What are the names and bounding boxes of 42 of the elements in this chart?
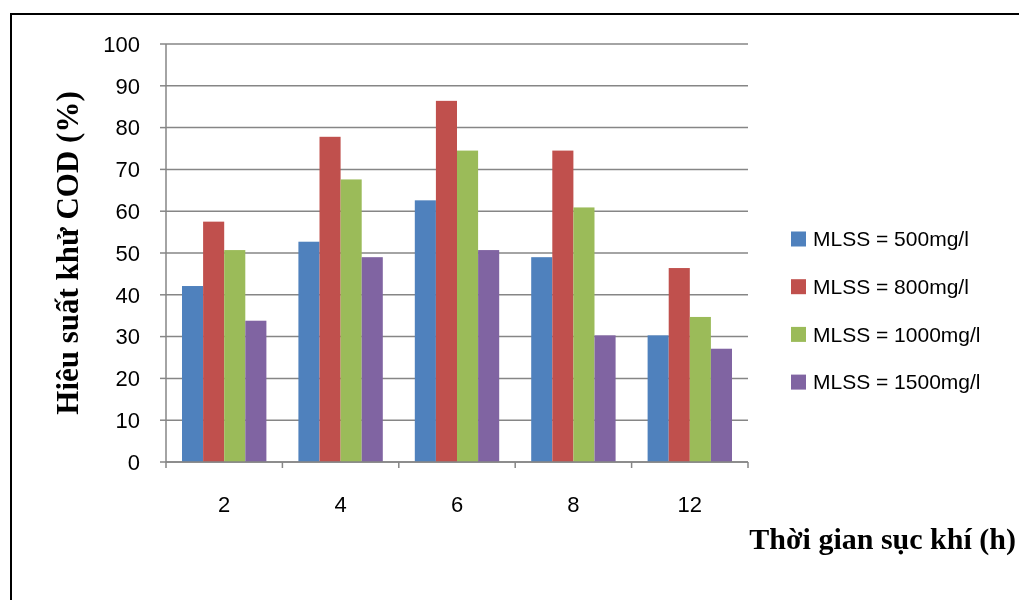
y-tick-label: 30	[115, 324, 140, 350]
x-axis-title: Thời gian sục khí (h)	[749, 522, 1016, 556]
legend-label: MLSS = 1500mg/l	[813, 370, 981, 394]
x-tick-label: 4	[334, 491, 347, 517]
bar	[689, 316, 711, 462]
bar	[182, 286, 204, 462]
x-tick-label: 8	[567, 491, 580, 517]
bar	[647, 335, 669, 462]
bar	[414, 200, 436, 462]
legend-label: MLSS = 500mg/l	[813, 227, 969, 251]
bar	[710, 348, 732, 462]
bar	[224, 250, 246, 462]
y-tick-label: 100	[103, 31, 140, 57]
bar	[594, 335, 616, 462]
y-tick-label: 90	[115, 73, 140, 99]
y-tick-label: 70	[115, 157, 140, 183]
x-tick-label: 2	[218, 491, 231, 517]
y-tick-label: 40	[115, 282, 140, 308]
legend-label: MLSS = 1000mg/l	[813, 322, 981, 346]
bar	[457, 150, 479, 462]
x-tick-label: 6	[450, 491, 464, 517]
y-tick-label: 50	[115, 240, 140, 266]
bar	[573, 207, 595, 462]
bar	[531, 257, 553, 462]
bar	[361, 257, 383, 462]
bar	[478, 250, 500, 462]
y-tick-label: 10	[115, 407, 140, 433]
bar	[245, 320, 267, 462]
legend-label: MLSS = 800mg/l	[813, 275, 969, 299]
x-tick-label: 12	[677, 491, 703, 517]
bar	[203, 221, 225, 462]
y-tick-label: 80	[115, 115, 140, 141]
y-axis-title: Hiêu suất khử COD (%)	[50, 91, 85, 415]
bar	[340, 179, 362, 462]
y-tick-label: 60	[115, 198, 140, 224]
bar	[435, 100, 457, 462]
bar	[668, 268, 690, 462]
bar	[319, 136, 341, 462]
y-tick-label: 20	[115, 366, 140, 392]
bar	[298, 241, 320, 462]
bar	[552, 150, 574, 462]
y-tick-label: 0	[127, 449, 140, 475]
